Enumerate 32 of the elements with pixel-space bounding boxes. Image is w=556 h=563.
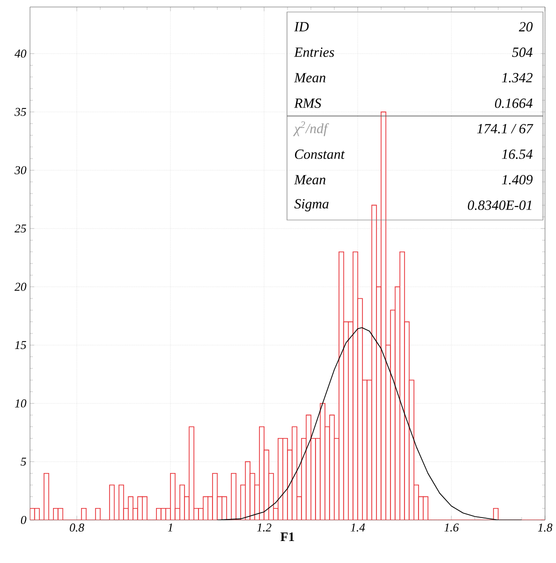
annotation: 1.409 (502, 175, 533, 184)
x-tick-label: 1.4 (350, 524, 365, 532)
annotation: 20 (518, 22, 533, 32)
annotation: Constant (294, 150, 345, 159)
x-tick-label: 1.2 (257, 524, 272, 532)
y-tick-label: 15 (14, 341, 26, 350)
y-tick-label: 5 (20, 458, 26, 466)
annotation: 1.342 (502, 73, 533, 82)
annotation: 16.54 (502, 150, 532, 159)
y-tick-label: 10 (14, 399, 26, 408)
annotation: ID (294, 22, 309, 32)
x-tick-label: 1.6 (444, 524, 459, 532)
y-tick-label: 20 (14, 282, 26, 291)
annotation: Mean (294, 175, 326, 184)
x-tick-label: 1 (168, 524, 172, 532)
x-axis-title: F1 (280, 532, 294, 542)
x-tick-label: 1.8 (538, 524, 552, 532)
x-tick-label: 0.8 (70, 524, 84, 532)
annotation: 0.8340E-01 (468, 200, 532, 210)
annotation: Entries (294, 48, 334, 57)
y-tick-label: 35 (14, 108, 26, 116)
annotation: 0.1664 (494, 98, 532, 108)
y-tick-label: 0 (20, 516, 26, 524)
annotation: 504 (512, 48, 532, 57)
y-tick-label: 30 (14, 166, 26, 174)
annotation: RMS (294, 98, 322, 108)
annotation: Mean (294, 73, 326, 82)
annotation: χ$^{2}$/ndf (293, 121, 330, 136)
annotation: 174.1 / 67 (477, 124, 534, 134)
y-tick-label: 40 (14, 50, 26, 58)
y-tick-label: 25 (14, 224, 26, 233)
annotation: Sigma (294, 199, 329, 212)
